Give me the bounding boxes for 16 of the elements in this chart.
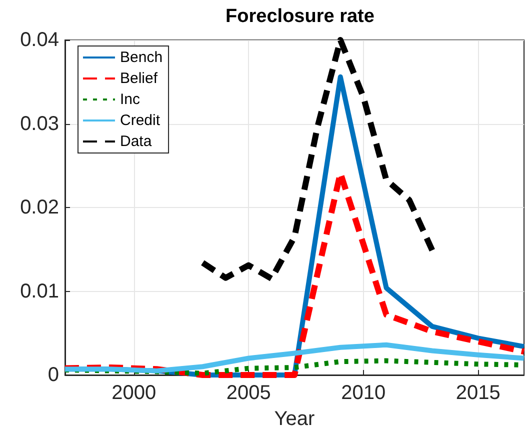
x-tick-label: 2005 [226, 382, 271, 404]
y-tick-label: 0.04 [20, 29, 59, 51]
x-tick-label: 2000 [112, 382, 156, 404]
x-axis-title: Year [274, 408, 316, 430]
x-tick-label: 2010 [341, 382, 386, 404]
y-tick-label: 0.01 [20, 280, 59, 302]
x-tick-label: 2015 [456, 382, 500, 404]
legend-label: Data [120, 133, 152, 150]
y-tick-label: 0.02 [20, 196, 59, 218]
y-tick-label: 0 [48, 364, 59, 386]
legend-label: Belief [120, 70, 158, 87]
legend-label: Inc [120, 91, 141, 108]
legend-label: Bench [120, 49, 163, 66]
legend-label: Credit [120, 112, 161, 129]
chart-title: Foreclosure rate [226, 6, 374, 27]
y-tick-label: 0.03 [20, 112, 59, 135]
